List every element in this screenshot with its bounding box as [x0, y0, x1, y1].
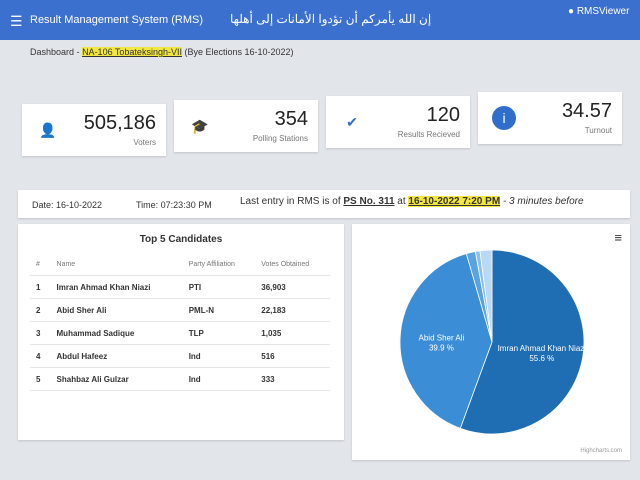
table-cell: Ind [182, 344, 256, 368]
table-cell: Abdul Hafeez [50, 344, 183, 368]
table-title: Top 5 Candidates [139, 234, 223, 245]
candidates-panel: Top 5 Candidates # Name Party Affiliation V… [18, 224, 344, 440]
stat-value: 34.57 [561, 100, 612, 122]
stat-value: 505,186 [83, 112, 156, 134]
table-cell: Abid Sher Ali [50, 298, 183, 322]
last-entry: Last entry in RMS is of PS No. 311 at 16… [240, 196, 584, 207]
pie-slice [479, 249, 493, 343]
table-cell: Muhammad Sadique [50, 321, 183, 345]
table-cell: 36,903 [255, 275, 330, 299]
pie-slice [399, 253, 493, 429]
table-cell: TLP [182, 321, 256, 345]
table-cell: 5 [30, 367, 51, 391]
crumb-election: (Bye Elections 16-10-2022) [184, 47, 294, 57]
table-cell: Imran Ahmad Khan Niazi [50, 275, 183, 299]
table-cell: Shahbaz Ali Gulzar [50, 367, 183, 391]
column-header: Votes Obtained [255, 253, 330, 276]
stat-label: Voters [133, 138, 156, 147]
crumb-page[interactable]: Dashboard [30, 47, 75, 57]
slice-value-label: 39.9 % [429, 343, 454, 352]
column-header: # [30, 253, 51, 276]
stat-icon: 👤 [39, 122, 57, 138]
table-cell: 333 [255, 367, 330, 391]
table-cell: PML-N [182, 298, 256, 322]
table-row: 5 Shahbaz Ali Gulzar Ind 333 [30, 367, 330, 391]
slice-value-label: 55.6 % [529, 354, 554, 363]
crumb-constituency: NA-106 Tobateksingh-VII [82, 47, 182, 57]
table-header-row: # Name Party Affiliation Votes Obtained [30, 253, 330, 276]
stat-icon: i [492, 106, 516, 130]
crumb-sep: - [76, 47, 80, 57]
user-menu[interactable]: ● RMSViewer [568, 6, 630, 17]
candidates-table: # Name Party Affiliation Votes Obtained 1 Imr… [30, 253, 330, 391]
column-header: Name [50, 253, 183, 276]
table-row: 3 Muhammad Sadique TLP 1,035 [30, 321, 330, 345]
chart-panel: ≡ Imran Ahmad Khan Niazi 55.6 % Abid Sher … [352, 224, 630, 460]
pie-slice [459, 249, 585, 435]
status-bar: Date: 16-10-2022 Time: 07:23:30 PM Last … [18, 190, 630, 218]
stat-label: Polling Stations [252, 134, 308, 143]
status-date: Date: 16-10-2022 [32, 200, 103, 210]
table-cell: 1 [30, 275, 51, 299]
status-time: Time: 07:23:30 PM [136, 200, 212, 210]
table-row: 2 Abid Sher Ali PML-N 22,183 [30, 298, 330, 322]
stat-card: i 34.57 Turnout [478, 92, 622, 144]
stat-icon: ✔ [346, 114, 358, 130]
last-entry-time: 16-10-2022 7:20 PM [408, 196, 501, 207]
table-cell: 3 [30, 321, 51, 345]
stat-card: 🎓 354 Polling Stations [174, 100, 318, 152]
menu-icon[interactable]: ☰ [10, 13, 23, 29]
header-bar: ☰ Result Management System (RMS) إن الله… [0, 0, 640, 40]
verse: إن الله يأمركم أن تؤدوا الأمانات إلى أهل… [230, 12, 432, 26]
slice-label: Imran Ahmad Khan Niazi [498, 344, 587, 353]
table-cell: 22,183 [255, 298, 330, 322]
last-entry-suffix: - 3 minutes before [502, 196, 584, 207]
stat-card: ✔ 120 Results Recieved [326, 96, 470, 148]
slice-label: Abid Sher Ali [419, 333, 465, 342]
user-name: RMSViewer [576, 6, 630, 17]
table-cell: 2 [30, 298, 51, 322]
chart-menu[interactable]: ≡ [614, 230, 622, 245]
table-row: 1 Imran Ahmad Khan Niazi PTI 36,903 [30, 275, 330, 299]
last-entry-ps: PS No. 311 [343, 196, 395, 207]
column-header: Party Affiliation [182, 253, 256, 276]
last-entry-at: at [397, 196, 406, 207]
table-cell: 1,035 [255, 321, 330, 345]
table-cell: 516 [255, 344, 330, 368]
table-cell: 4 [30, 344, 51, 368]
breadcrumb: Dashboard - NA-106 Tobateksingh-VII (Bye… [30, 47, 294, 57]
stat-icon: 🎓 [191, 118, 209, 134]
stat-card: 👤 505,186 Voters [22, 104, 166, 156]
stat-label: Turnout [584, 126, 612, 135]
table-row: 4 Abdul Hafeez Ind 516 [30, 344, 330, 368]
chart-credit: Highcharts.com [580, 448, 622, 454]
stat-label: Results Recieved [397, 130, 460, 139]
stat-value: 120 [426, 104, 460, 126]
table-cell: PTI [182, 275, 256, 299]
app-title: Result Management System (RMS) [30, 14, 203, 26]
stat-value: 354 [274, 108, 308, 130]
last-entry-prefix: Last entry in RMS is of [240, 196, 341, 207]
table-cell: Ind [182, 367, 256, 391]
